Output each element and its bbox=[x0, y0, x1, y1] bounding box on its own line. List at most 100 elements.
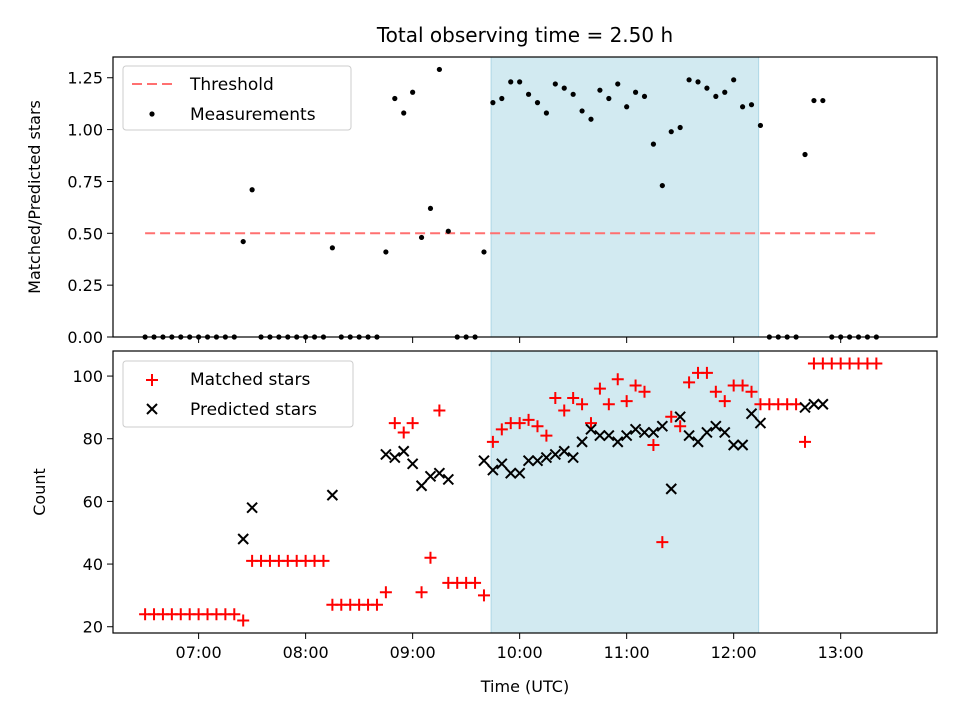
measurement-point bbox=[499, 95, 505, 102]
measurement-point bbox=[392, 95, 398, 102]
predicted-star-point bbox=[558, 445, 570, 457]
measurement-point bbox=[615, 81, 621, 87]
measurement-point bbox=[606, 95, 612, 102]
measurement-point bbox=[383, 249, 389, 255]
matched-star-point bbox=[558, 404, 571, 417]
measurement-point bbox=[650, 141, 657, 147]
measurement-point bbox=[240, 238, 246, 245]
measurement-point bbox=[329, 245, 335, 251]
predicted-star-point bbox=[522, 454, 535, 467]
predicted-star-point bbox=[808, 398, 820, 410]
measurement-point bbox=[534, 100, 541, 106]
bottom-y-axis-label: Count bbox=[30, 468, 49, 516]
y-tick-label: 80 bbox=[83, 430, 103, 449]
predicted-star-point bbox=[487, 464, 499, 476]
y-tick-label: 0.75 bbox=[67, 172, 103, 191]
measurement-point bbox=[668, 129, 674, 135]
matched-star-point bbox=[602, 398, 615, 411]
matched-star-point bbox=[576, 398, 589, 411]
bottom-x-axis-label: Time (UTC) bbox=[480, 677, 569, 696]
measurement-point bbox=[677, 124, 683, 131]
legend-measurements-label: Measurements bbox=[190, 105, 316, 125]
predicted-star-point bbox=[424, 470, 437, 483]
predicted-star-point bbox=[719, 426, 731, 439]
top-panel: Total observing time = 2.50 h Matched/Pr… bbox=[25, 23, 938, 347]
matched-star-point bbox=[415, 586, 428, 599]
matched-star-point bbox=[388, 417, 401, 430]
measurement-point bbox=[713, 93, 719, 100]
predicted-star-point bbox=[531, 454, 544, 467]
measurement-point bbox=[632, 89, 639, 95]
measurement-point bbox=[739, 104, 746, 110]
predicted-star-points bbox=[237, 398, 829, 545]
y-tick-label: 1.25 bbox=[67, 69, 103, 88]
predicted-star-point bbox=[674, 411, 686, 423]
measurement-point bbox=[588, 116, 594, 122]
predicted-star-point bbox=[237, 533, 249, 545]
matched-star-point bbox=[656, 536, 669, 549]
predicted-star-point bbox=[585, 423, 597, 436]
top-highlight-span bbox=[490, 56, 760, 338]
x-tick-label: 12:00 bbox=[711, 643, 757, 662]
top-legend: Threshold Measurements bbox=[122, 65, 352, 131]
matched-star-point bbox=[397, 426, 410, 439]
measurement-point bbox=[543, 110, 550, 116]
y-tick-label: 20 bbox=[83, 618, 103, 637]
predicted-star-point bbox=[620, 429, 633, 442]
top-legend-box bbox=[122, 65, 352, 131]
measurement-point bbox=[731, 77, 737, 83]
predicted-star-point bbox=[442, 473, 455, 486]
measurement-point bbox=[517, 79, 523, 85]
matched-star-point bbox=[638, 385, 651, 398]
legend-measurements-swatch bbox=[149, 111, 155, 117]
measurement-point bbox=[481, 249, 487, 255]
predicted-star-point bbox=[727, 439, 740, 451]
y-tick-label: 1.00 bbox=[67, 121, 103, 140]
bottom-legend: Matched stars Predicted stars bbox=[122, 360, 354, 428]
predicted-star-point bbox=[701, 426, 713, 439]
matched-star-point bbox=[540, 429, 553, 442]
matched-star-point bbox=[647, 439, 660, 451]
predicted-star-point bbox=[683, 429, 695, 442]
measurement-point bbox=[561, 85, 567, 91]
predicted-star-point bbox=[754, 417, 767, 429]
x-tick-label: 11:00 bbox=[604, 643, 650, 662]
top-y-ticks: 0.00 0.25 0.50 0.75 1.00 1.25 bbox=[67, 69, 113, 347]
bottom-y-ticks: 20 40 60 80 100 bbox=[72, 367, 113, 637]
measurement-point bbox=[427, 205, 434, 212]
predicted-star-point bbox=[692, 436, 704, 448]
predicted-star-point bbox=[433, 467, 446, 479]
matched-star-point bbox=[718, 395, 731, 408]
matched-star-point bbox=[683, 376, 696, 389]
measurement-point bbox=[757, 122, 764, 129]
matched-star-point bbox=[237, 614, 250, 627]
predicted-star-point bbox=[647, 426, 660, 439]
predicted-star-point bbox=[326, 489, 339, 501]
matched-star-point bbox=[799, 435, 812, 448]
predicted-star-point bbox=[745, 407, 758, 420]
predicted-star-point bbox=[567, 451, 579, 464]
legend-matched-label: Matched stars bbox=[190, 370, 310, 390]
predicted-star-point bbox=[665, 483, 677, 495]
x-tick-label: 07:00 bbox=[176, 643, 222, 662]
predicted-star-point bbox=[380, 448, 392, 461]
predicted-star-point bbox=[817, 398, 829, 410]
predicted-star-point bbox=[603, 429, 615, 442]
matched-star-point bbox=[674, 420, 687, 433]
predicted-star-point bbox=[656, 420, 669, 432]
matched-star-point bbox=[433, 404, 446, 417]
top-y-axis-label: Matched/Predicted stars bbox=[25, 100, 44, 294]
predicted-star-point bbox=[389, 451, 401, 464]
measurement-point bbox=[695, 79, 701, 85]
measurement-point bbox=[704, 85, 710, 91]
matched-star-point bbox=[228, 608, 241, 621]
top-title: Total observing time = 2.50 h bbox=[376, 23, 673, 47]
predicted-star-point bbox=[736, 439, 749, 451]
matched-star-point bbox=[406, 417, 419, 430]
predicted-star-point bbox=[246, 501, 258, 514]
matched-star-point bbox=[629, 379, 642, 392]
predicted-star-point bbox=[513, 467, 526, 479]
matched-star-point bbox=[424, 551, 437, 564]
matched-star-point bbox=[549, 392, 562, 404]
